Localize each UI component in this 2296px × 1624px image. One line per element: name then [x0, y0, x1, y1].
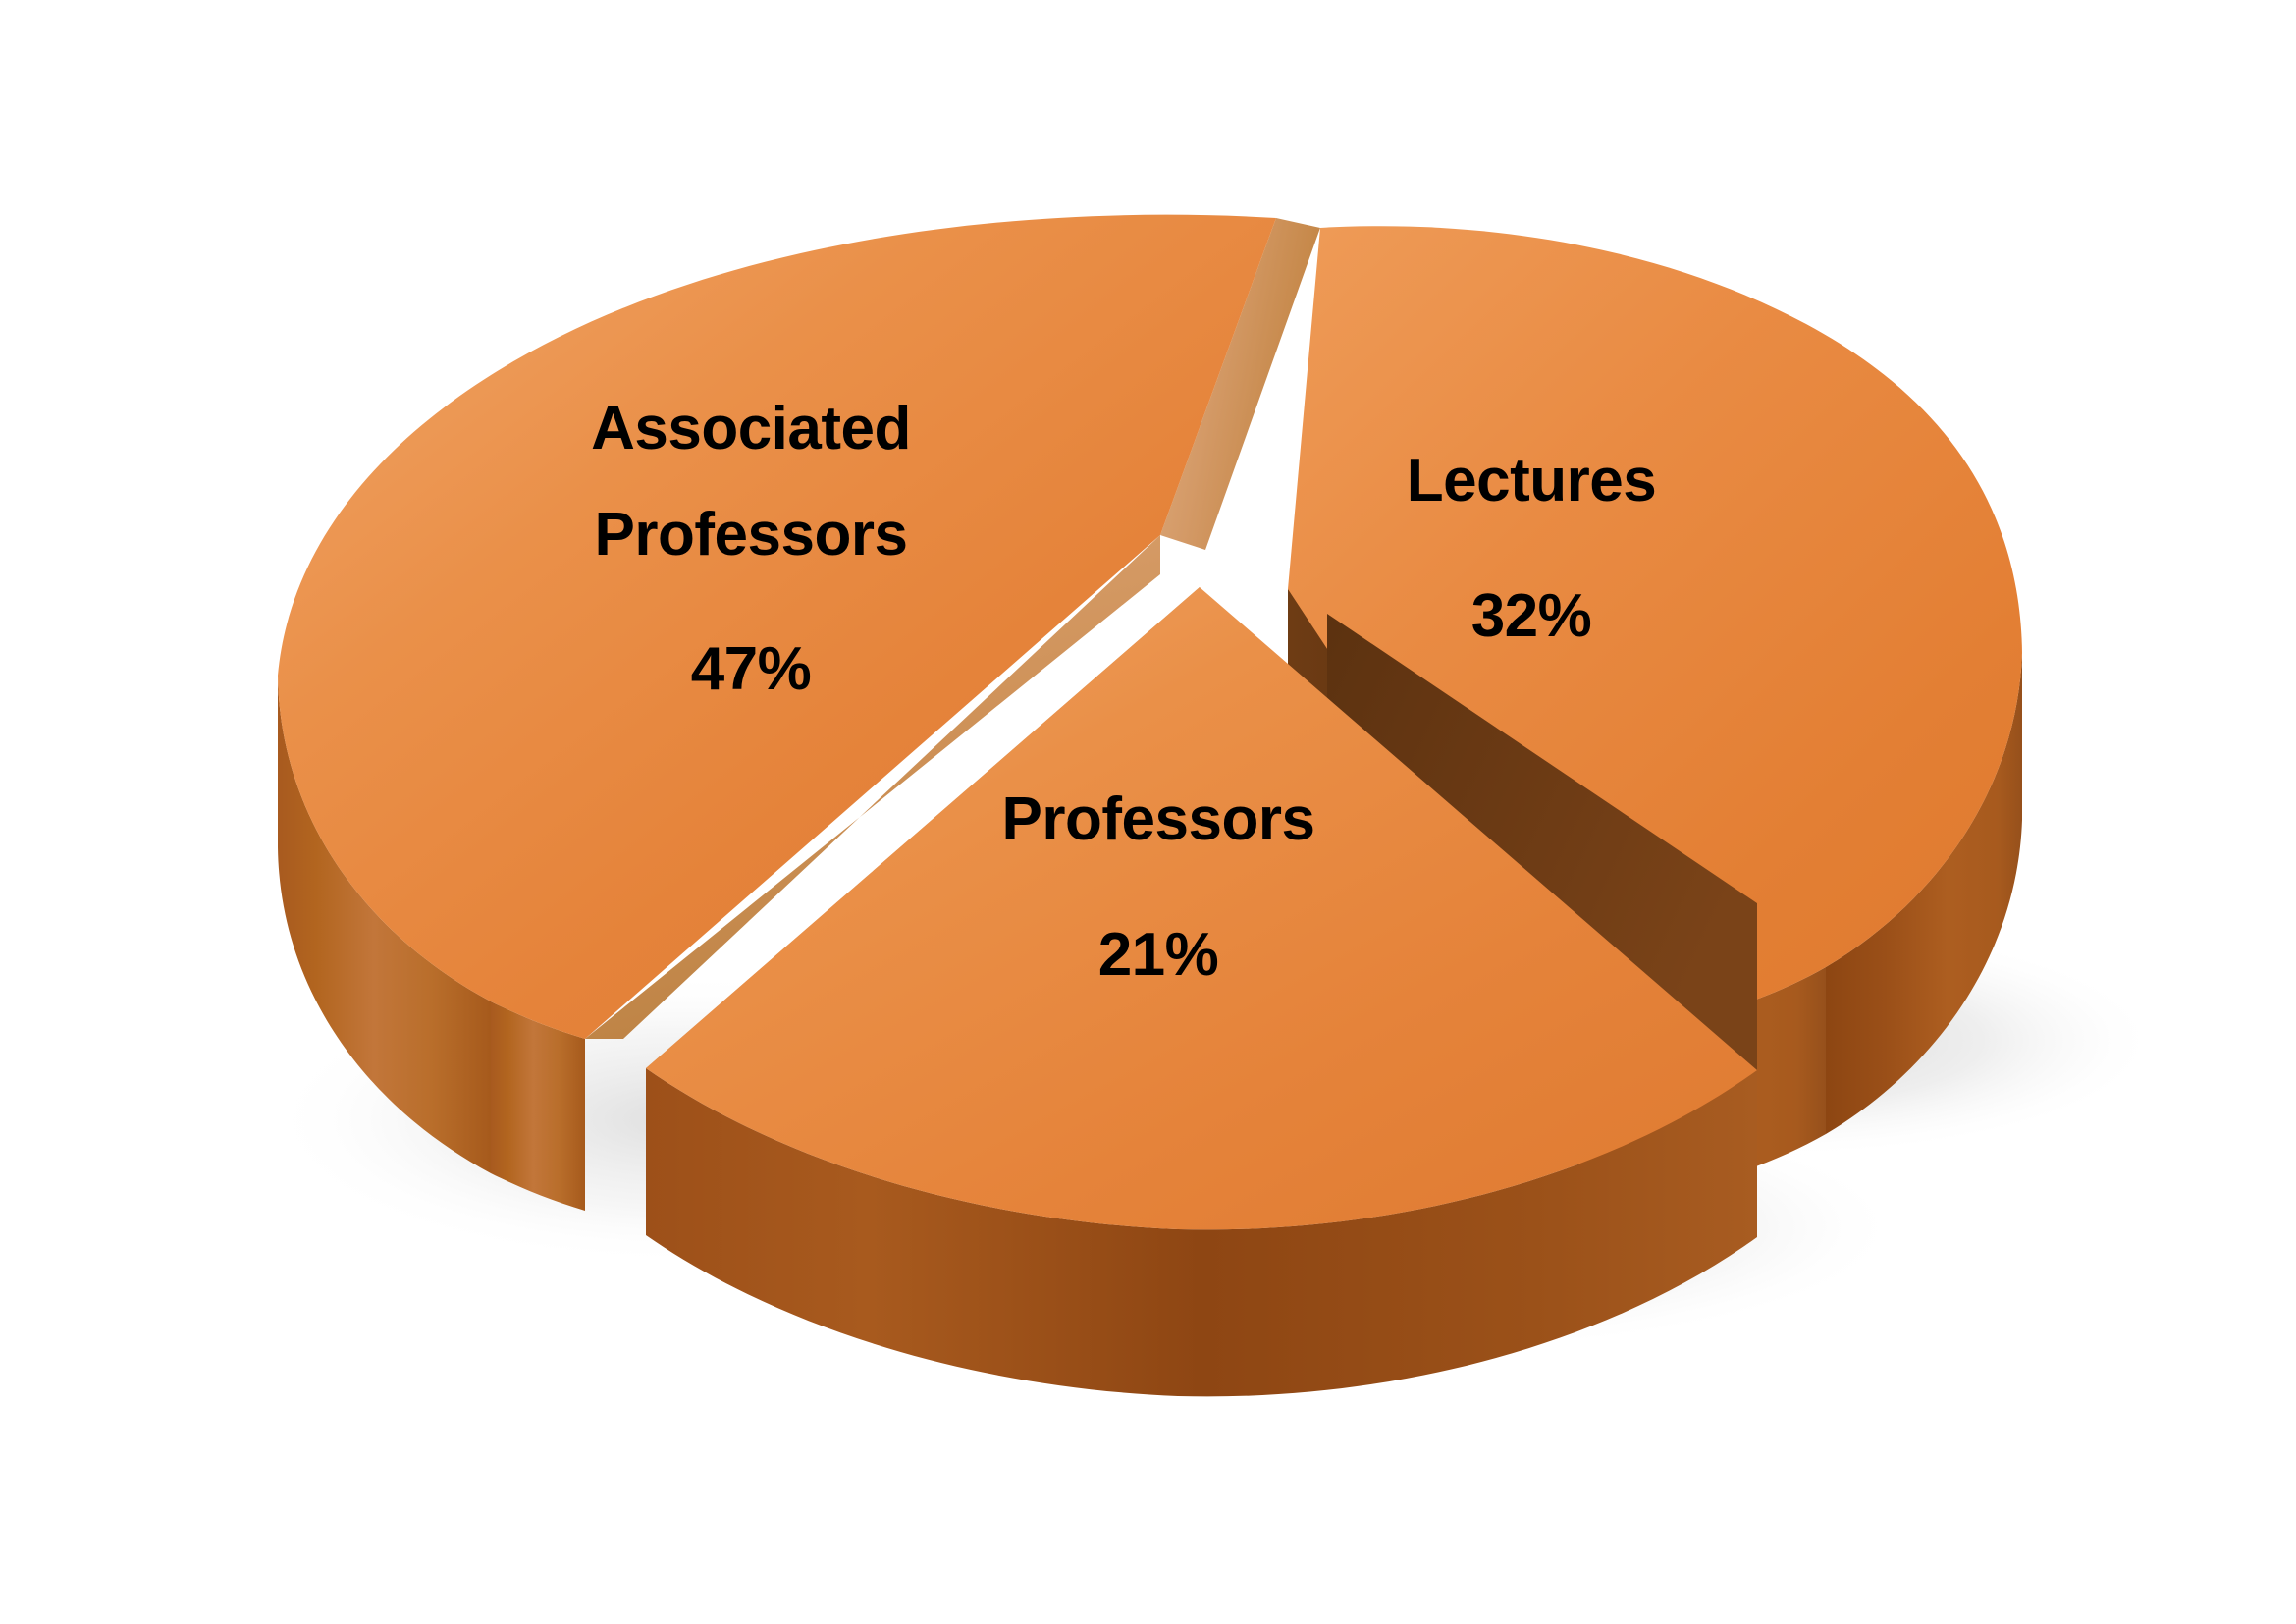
- slice-side-associated: [278, 676, 491, 1173]
- slice-side-professors: [646, 1068, 1757, 1397]
- pie-slice-associated-professors[interactable]: [278, 214, 1320, 1211]
- slice-top-associated: [278, 214, 1276, 1039]
- pie-slice-professors[interactable]: [646, 587, 1757, 1397]
- slice-wall-associated-right: [1160, 218, 1320, 550]
- slice-side-associated-lower: [491, 1001, 585, 1211]
- slice-side-lectures: [1826, 653, 2022, 1134]
- slice-wall-professors-right: [1327, 614, 1757, 1070]
- slice-top-professors: [646, 587, 1757, 1230]
